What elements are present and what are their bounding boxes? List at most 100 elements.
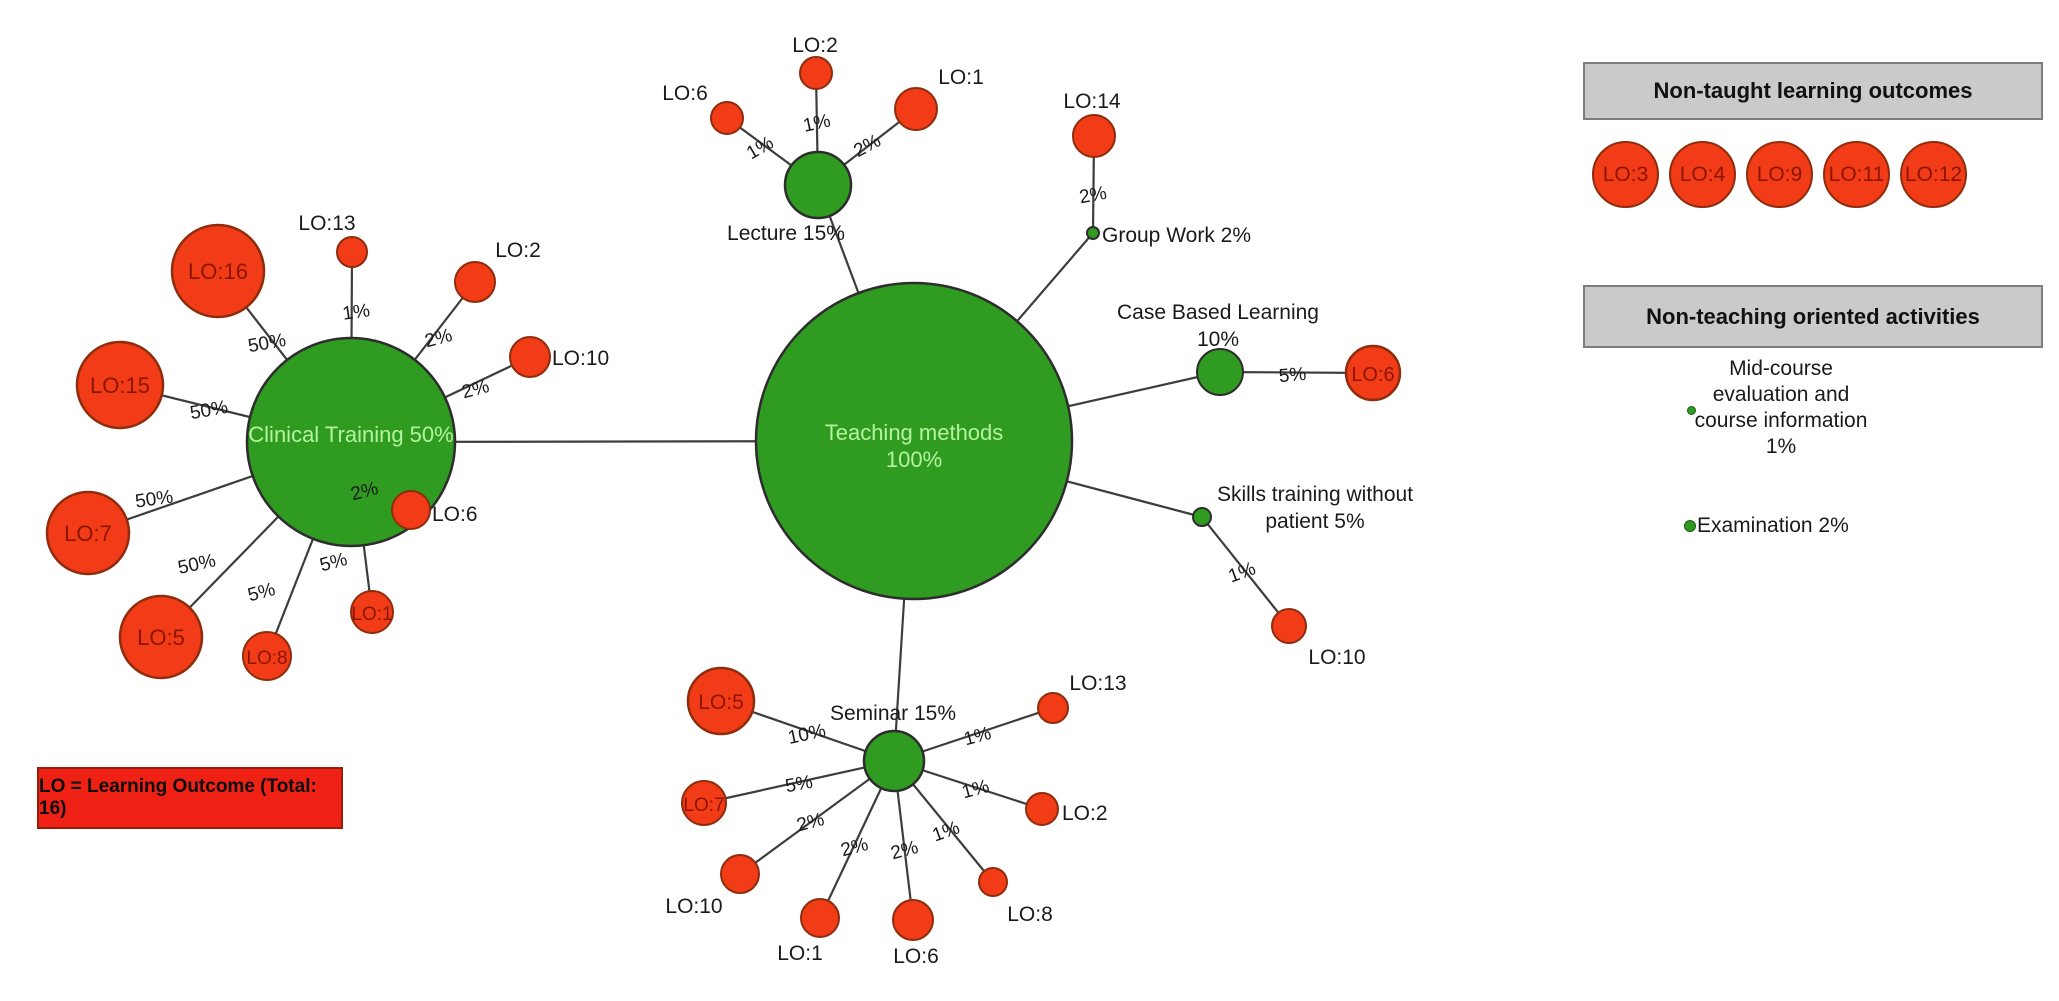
node-c-lo7 (45, 490, 131, 576)
node-seminar (862, 729, 926, 793)
non-taught-lo12-circle: LO:12 (1900, 141, 1967, 208)
edge-label-seminar-lo1: 2% (839, 834, 871, 861)
non-taught-lo3-circle: LO:3 (1592, 141, 1659, 208)
node-s-lo2 (1025, 792, 1059, 826)
svg-text:LO:5: LO:5 (137, 625, 185, 650)
lo1-clinical-label: LO:1 (351, 604, 392, 625)
svg-text:LO:14: LO:14 (1063, 90, 1121, 113)
svg-text:Clinical Training 50%: Clinical Training 50% (248, 422, 453, 447)
svg-text:LO:5: LO:5 (698, 691, 744, 714)
node-l-lo1 (894, 87, 938, 131)
midcourse-evaluation-dot (1687, 406, 1696, 415)
lo2-clinical-label: LO:2 (495, 239, 541, 262)
svg-text:Seminar 15%: Seminar 15% (830, 702, 956, 725)
lo-definition-box: LO = Learning Outcome (Total: 16) (37, 767, 343, 829)
node-c-lo2 (454, 261, 496, 303)
edge-label-clinical-lo7: 50% (134, 486, 175, 512)
svg-text:2%: 2% (795, 809, 827, 836)
svg-text:Group Work 2%: Group Work 2% (1102, 224, 1251, 247)
edge-label-seminar-lo6: 2% (889, 837, 921, 864)
svg-text:Teaching methods: Teaching methods (825, 420, 1004, 445)
clinical-label: Clinical Training 50% (248, 422, 453, 447)
svg-text:50%: 50% (188, 397, 229, 424)
node-l-lo2 (799, 56, 833, 90)
edge-label-clinical-lo13: 1% (341, 300, 371, 325)
svg-text:1%: 1% (962, 723, 994, 750)
svg-text:5%: 5% (318, 549, 350, 576)
lo13-seminar-label: LO:13 (1069, 672, 1126, 695)
node-cbl (1196, 348, 1244, 396)
edge-label-lecture-lo6: 1% (743, 132, 777, 164)
lo15-label: LO:15 (90, 373, 150, 398)
svg-text:100%: 100% (886, 447, 942, 472)
edge-label-lecture-lo2: 1% (801, 110, 832, 136)
non-taught-outcomes-row: LO:3 LO:4 LO:9 LO:11 LO:12 (1592, 141, 1967, 208)
cbl-label: Case Based Learning 10% (1117, 301, 1319, 351)
node-l-lo6 (710, 101, 744, 135)
svg-text:LO:16: LO:16 (188, 259, 248, 284)
edge-label-clinical-lo1: 5% (318, 549, 350, 576)
lecture-label: Lecture 15% (727, 222, 845, 245)
svg-text:LO:13: LO:13 (298, 212, 355, 235)
non-taught-lo11-circle: LO:11 (1823, 141, 1890, 208)
svg-text:1%: 1% (801, 110, 832, 136)
edge-label-groupwork-lo14: 2% (1078, 183, 1109, 208)
edge-label-clinical-lo15: 50% (188, 397, 229, 424)
svg-text:LO:8: LO:8 (246, 648, 287, 669)
lo6-clinical-label: LO:6 (432, 503, 478, 526)
svg-text:LO:10: LO:10 (1308, 646, 1365, 669)
node-sk-lo10 (1271, 608, 1307, 644)
svg-text:LO:8: LO:8 (1007, 903, 1053, 926)
lo14-label: LO:14 (1063, 90, 1121, 113)
lo16-label: LO:16 (188, 259, 248, 284)
svg-text:LO:2: LO:2 (792, 34, 838, 57)
edge-label-seminar-lo2: 1% (960, 776, 992, 803)
svg-text:50%: 50% (134, 486, 175, 512)
examination-activity: Examination 2% (1684, 514, 1849, 538)
lo6-seminar-label: LO:6 (893, 945, 939, 968)
node-s-lo1 (800, 898, 840, 938)
node-skills (1192, 507, 1212, 527)
svg-text:2%: 2% (839, 834, 871, 861)
edge-seminar-s-lo10 (739, 760, 895, 875)
svg-text:LO:10: LO:10 (665, 895, 722, 918)
svg-text:1%: 1% (743, 132, 777, 164)
node-cbl-lo6 (1344, 344, 1402, 402)
svg-text:1%: 1% (341, 300, 371, 325)
svg-text:2%: 2% (889, 837, 921, 864)
lo2-lecture-label: LO:2 (792, 34, 838, 57)
svg-text:5%: 5% (1278, 364, 1307, 387)
edge-label-cbl-lo6: 5% (1278, 364, 1307, 387)
svg-text:Case Based Learning: Case Based Learning (1117, 301, 1319, 324)
lo5-seminar-label: LO:5 (698, 691, 744, 714)
lo7-seminar-label: LO:7 (683, 795, 724, 816)
svg-text:1%: 1% (930, 817, 963, 846)
non-taught-outcomes-header: Non-taught learning outcomes (1583, 62, 2043, 120)
svg-text:Skills training without: Skills training without (1217, 483, 1413, 506)
svg-text:LO:6: LO:6 (893, 945, 939, 968)
node-s-lo6 (892, 899, 934, 941)
edge-label-clinical-lo10: 2% (460, 376, 492, 403)
lo13-clinical-label: LO:13 (298, 212, 355, 235)
svg-text:2%: 2% (460, 376, 492, 403)
edge-label-clinical-lo8: 5% (246, 579, 278, 606)
svg-text:LO:7: LO:7 (683, 795, 724, 816)
edge-seminar-s-lo7 (703, 759, 895, 805)
skills-label: Skills training without patient 5% (1217, 483, 1413, 533)
edge-label-seminar-lo10: 2% (795, 809, 827, 836)
lo6-lecture-label: LO:6 (662, 82, 708, 105)
svg-text:LO:1: LO:1 (938, 66, 984, 89)
node-c-lo6 (391, 490, 431, 530)
node-gw-lo14 (1072, 114, 1116, 158)
node-c-lo1 (350, 590, 394, 634)
svg-text:patient 5%: patient 5% (1265, 510, 1364, 533)
svg-text:2%: 2% (423, 325, 455, 352)
svg-text:LO:7: LO:7 (64, 521, 112, 546)
lo1-seminar-label: LO:1 (777, 942, 823, 965)
examination-label: Examination 2% (1697, 514, 1849, 537)
lo1-lecture-label: LO:1 (938, 66, 984, 89)
svg-text:LO:13: LO:13 (1069, 672, 1126, 695)
